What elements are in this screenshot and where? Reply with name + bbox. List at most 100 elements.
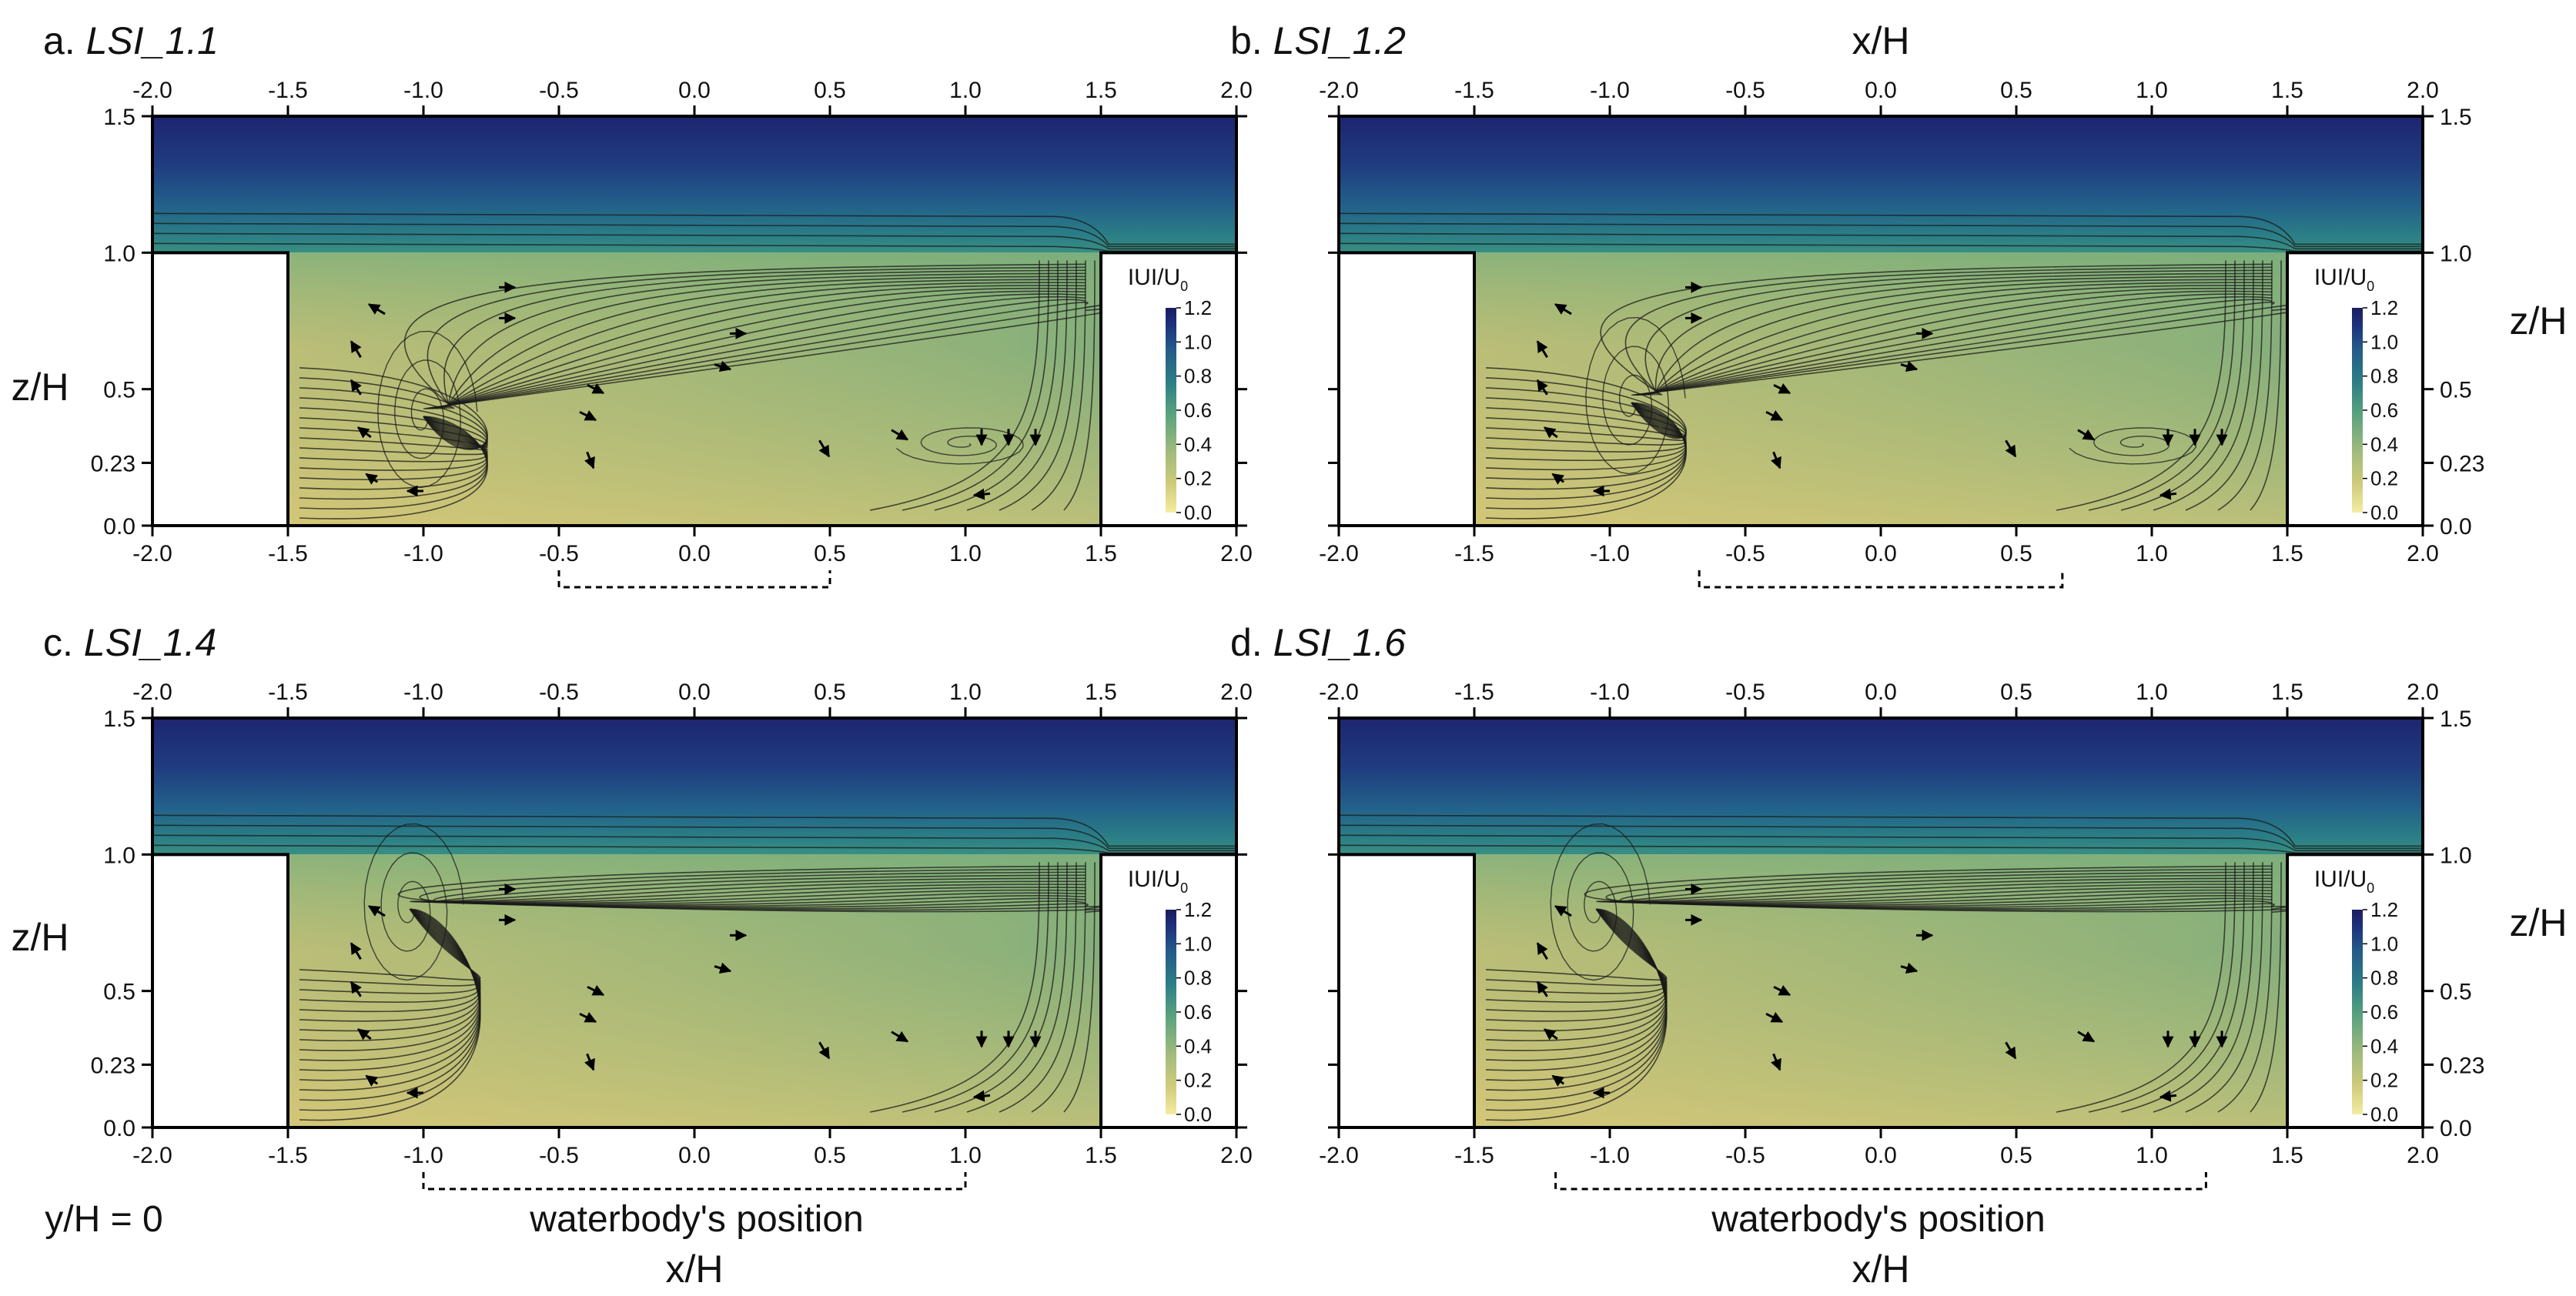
x-tick-label-bottom: 2.0 [1220,541,1253,566]
x-tick-label-bottom: 2.0 [1220,1143,1253,1168]
panel-d: -2.0 -2.0 -1.5 -1.5 -1.0 -1.0 -0.5 -0.5 0.0 0.0 0.… [1230,621,2484,1191]
streamline [1643,290,2273,396]
streamline [1624,266,2273,396]
flow-arrow [1554,905,1572,917]
y-axis-label-left-top: z/H [12,366,69,409]
x-tick-label-top: 2.0 [2407,78,2439,103]
x-tick-label-top: -2.0 [1319,680,1359,705]
colorbar-gradient [1166,308,1176,513]
streamline [1485,908,1668,987]
streamline [1641,293,2273,396]
streamline [299,908,481,981]
flow-arrow [891,1030,909,1043]
flow-arrow [584,1053,595,1071]
flow-field-canyon-shade [1474,854,2287,1127]
streamline [2250,862,2282,1113]
y-tick-label-left: 0.0 [103,514,135,539]
y-tick-label-left: 1.5 [103,706,135,732]
x-tick-label-bottom: -0.5 [539,1143,579,1168]
streamline [437,287,1086,409]
flow-arrow [579,409,597,422]
x-tick-label-bottom: 1.5 [1085,541,1117,566]
x-tick-label-top: 1.5 [1085,78,1117,103]
streamline [1485,387,1687,438]
flow-arrow [1765,409,1784,422]
streamline [2185,260,2263,511]
colorbar-tick-label: 0.8 [2370,365,2398,388]
streamline [966,862,1068,1113]
streamline [299,416,488,471]
x-tick-label-bottom: -1.5 [1454,541,1494,566]
x-tick-label-bottom: -1.0 [403,541,443,566]
y-tick-label-right: 1.5 [2440,706,2472,732]
x-tick-label-top: 1.5 [1085,680,1117,705]
streamline [431,296,1086,409]
primary-vortex [1550,823,1651,981]
x-tick-label-top: -2.0 [1319,78,1359,103]
flow-arrow [1543,426,1558,439]
x-tick-label-bottom: -0.5 [1725,1143,1765,1168]
panel-case-name: LSI_1.2 [1273,19,1407,62]
x-tick-label-bottom: 0.0 [1865,541,1897,566]
x-tick-label-bottom: 0.5 [2000,541,2032,566]
panel-letter: b. [1230,19,1273,62]
colorbar-tick-label: 0.8 [2370,967,2398,990]
streamline [1485,402,1687,509]
streamline [2185,862,2263,1113]
flow-arrow [350,980,362,997]
streamline [1621,874,2273,903]
flow-arrow [1900,360,1919,372]
panel-c: -2.0 -2.0 -1.5 -1.5 -1.0 -1.0 -0.5 -0.5 0.0 0.0 0.… [43,621,1253,1191]
x-tick-label-top: -1.5 [1454,78,1494,103]
streamline [432,877,1086,903]
secondary-vortex [895,427,1024,465]
left-building [151,251,289,527]
streamline [433,871,1086,903]
flow-arrows [350,883,1042,1102]
streamline [2153,862,2254,1113]
streamline [2217,260,2273,511]
y-tick-label-right: 0.5 [2440,980,2472,1005]
flow-arrow [584,451,595,469]
panel-a: -2.0 -2.0 -1.5 -1.5 -1.0 -1.0 -0.5 -0.5 0.0 0.0 0.… [43,19,1253,589]
colorbar-tick-label: 0.2 [2370,467,2398,490]
x-tick-label-bottom: -2.0 [1319,541,1359,566]
streamline [397,865,1086,903]
colorbar: IUI/U0 0.0 0.2 0.4 0.6 0.8 1.0 1.2 [2314,867,2398,1126]
primary-vortex [363,823,464,981]
flow-arrow [1773,984,1791,997]
streamline [1485,402,1687,453]
flow-arrow [2159,1090,2177,1102]
x-tick-label-bottom: 0.0 [678,1143,711,1168]
colorbar: IUI/U0 0.0 0.2 0.4 0.6 0.8 1.0 1.2 [2314,265,2398,524]
colorbar-tick-label: 0.8 [1184,967,1212,990]
colorbar-tick-label: 0.6 [1184,1000,1212,1024]
streamline [869,862,1040,1113]
y-tick-label-right: 0.0 [2440,1116,2472,1141]
flow-arrow [1900,962,1919,974]
panel-letter: a. [43,19,86,62]
x-tick-label-top: 1.0 [2136,680,2168,705]
streamline [1648,285,2273,396]
streamline [299,908,481,987]
streamline [2153,260,2254,511]
streamline [1031,260,1086,511]
x-tick-label-bottom: 1.5 [2271,1143,2303,1168]
streamline [433,293,1086,409]
colorbar-tick-label: 1.2 [1184,898,1212,921]
streamline [1485,402,1687,471]
streamline [299,908,481,994]
streamline [2056,862,2226,1113]
x-axis-label-bottom-left: x/H [666,1248,724,1291]
y-tick-label-right: 1.5 [2440,105,2472,130]
x-tick-label-bottom: 2.0 [2407,1143,2439,1168]
streamline [152,222,1236,248]
streamline [299,367,488,450]
waterbody-label-left: waterbody's position [529,1199,863,1240]
streamline [1649,282,2273,396]
streamline [2217,862,2273,1113]
x-tick-label-bottom: -0.5 [1725,541,1765,566]
streamline [1600,263,2273,396]
flow-arrow [1543,1028,1558,1040]
